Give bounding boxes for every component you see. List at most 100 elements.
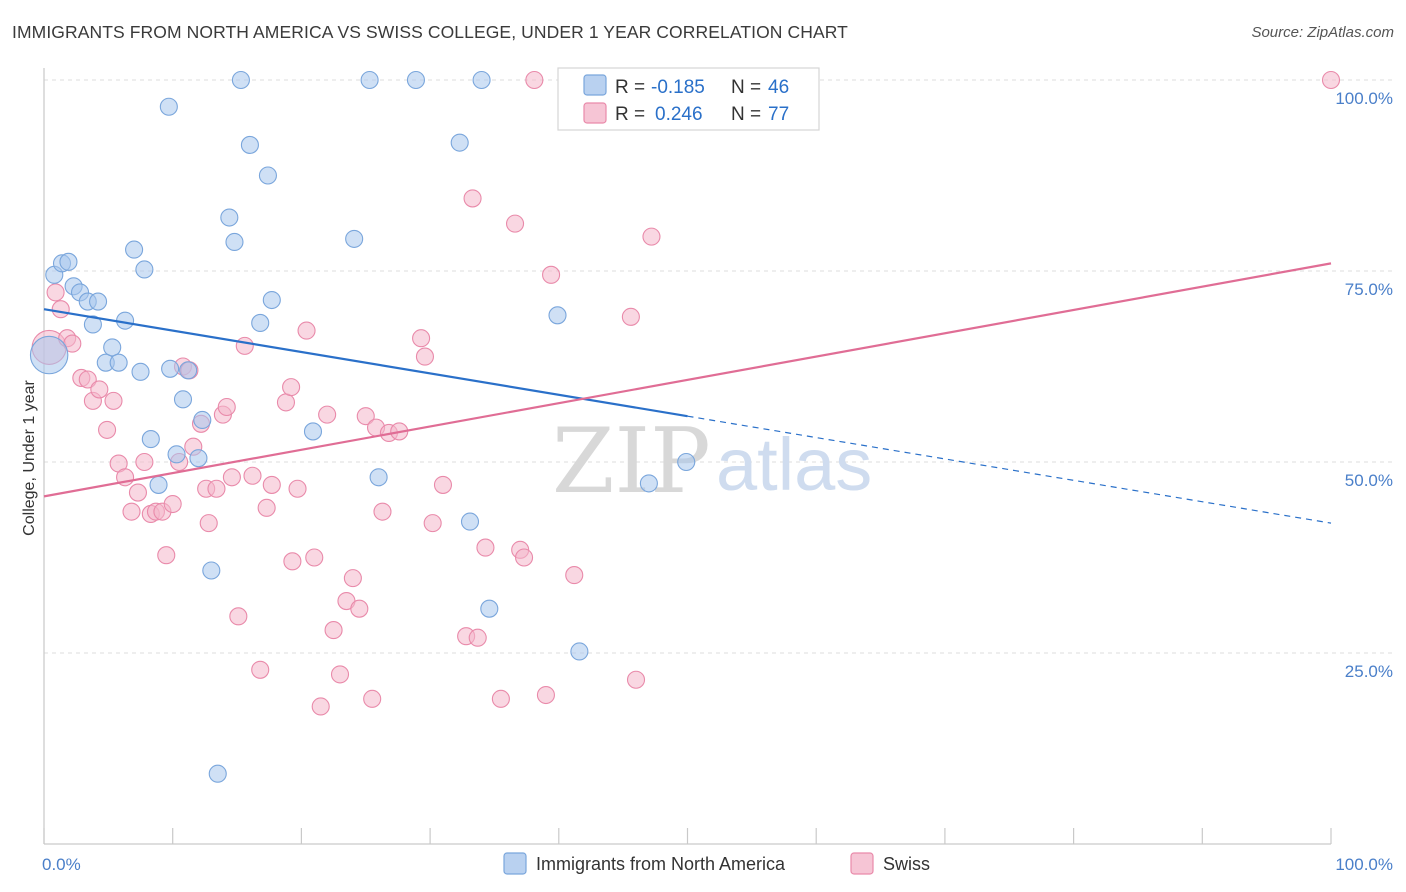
north-america-point bbox=[131, 362, 150, 381]
swiss-point bbox=[330, 665, 350, 684]
north-america-point bbox=[548, 306, 567, 325]
series-legend-label-swiss: Swiss bbox=[883, 854, 930, 874]
y-tick-label: 75.0% bbox=[1345, 280, 1393, 299]
swiss-point bbox=[373, 502, 392, 521]
north-america-point bbox=[135, 260, 154, 279]
x-tick-labels: 0.0% 100.0% bbox=[42, 855, 1393, 874]
swiss-point bbox=[350, 599, 369, 618]
north-america-point bbox=[103, 338, 122, 357]
swiss-point bbox=[297, 321, 316, 340]
swiss-point bbox=[1321, 70, 1341, 90]
north-america-point bbox=[202, 561, 221, 580]
swiss-point bbox=[78, 370, 97, 389]
north-america-point bbox=[258, 166, 277, 185]
north-america-point bbox=[29, 335, 69, 375]
x-tick-label: 0.0% bbox=[42, 855, 81, 874]
north-america-point bbox=[179, 361, 198, 380]
north-america-point bbox=[193, 410, 212, 430]
swiss-point bbox=[199, 514, 218, 533]
north-america-point bbox=[141, 430, 160, 449]
y-tick-label: 100.0% bbox=[1335, 89, 1393, 108]
trend-line bbox=[43, 308, 688, 418]
swiss-point bbox=[476, 538, 495, 557]
swiss-point bbox=[157, 546, 176, 565]
series-legend-swatch-swiss bbox=[850, 852, 874, 875]
swiss-points bbox=[31, 70, 1341, 716]
swiss-point bbox=[463, 189, 482, 208]
swiss-point bbox=[217, 397, 236, 417]
swiss-point bbox=[642, 227, 661, 246]
north-america-point bbox=[59, 252, 78, 271]
swiss-point bbox=[491, 689, 510, 708]
swiss-point bbox=[433, 475, 453, 494]
swiss-point bbox=[305, 548, 324, 567]
north-america-point bbox=[125, 240, 144, 259]
north-america-point bbox=[460, 512, 480, 531]
swiss-point bbox=[343, 569, 362, 588]
swiss-point bbox=[311, 697, 330, 716]
swiss-point bbox=[318, 405, 337, 424]
north-america-point bbox=[240, 135, 259, 154]
swiss-point bbox=[505, 214, 525, 233]
legend-swatch-swiss bbox=[583, 102, 607, 124]
legend-n-label-1: N = bbox=[731, 77, 761, 98]
swiss-point bbox=[525, 70, 544, 90]
north-america-point bbox=[189, 449, 208, 468]
y-tick-label: 25.0% bbox=[1345, 662, 1393, 681]
north-america-point bbox=[406, 70, 425, 90]
north-america-point bbox=[89, 292, 108, 311]
north-america-point bbox=[231, 70, 250, 90]
swiss-point bbox=[235, 336, 254, 355]
swiss-point bbox=[324, 621, 343, 640]
legend-r-value-2: 0.246 bbox=[655, 104, 703, 125]
north-america-point bbox=[109, 353, 128, 372]
source-label: Source: ZipAtlas.com bbox=[1251, 24, 1394, 41]
swiss-point bbox=[542, 265, 561, 284]
swiss-point bbox=[515, 548, 534, 567]
north-america-point bbox=[220, 208, 239, 227]
legend-r-label-1: R = bbox=[615, 77, 645, 98]
swiss-point bbox=[356, 407, 375, 426]
swiss-point bbox=[98, 420, 117, 439]
legend-n-label-2: N = bbox=[731, 104, 761, 125]
north-america-point bbox=[262, 290, 281, 310]
swiss-point bbox=[276, 393, 296, 412]
swiss-point bbox=[621, 307, 640, 326]
trend-line-extension bbox=[687, 415, 1332, 524]
north-america-point bbox=[83, 315, 102, 334]
swiss-point bbox=[51, 300, 70, 319]
trend-line bbox=[43, 262, 1332, 498]
north-america-point bbox=[360, 70, 379, 90]
x-ticks bbox=[43, 828, 1332, 844]
north-america-point bbox=[472, 70, 491, 90]
swiss-point bbox=[104, 391, 123, 410]
swiss-point bbox=[90, 380, 109, 399]
series-legend-swatch-north-america bbox=[503, 852, 527, 875]
north-america-point bbox=[161, 359, 180, 378]
swiss-point bbox=[468, 628, 487, 647]
series-legend: Immigrants from North America Swiss bbox=[503, 852, 930, 875]
swiss-point bbox=[282, 378, 301, 397]
north-america-point bbox=[570, 642, 589, 661]
swiss-point bbox=[423, 514, 442, 533]
legend-r-label-2: R = bbox=[615, 104, 645, 125]
swiss-point bbox=[135, 452, 154, 472]
north-america-point bbox=[149, 475, 168, 494]
legend-r-value-1: -0.185 bbox=[651, 77, 705, 98]
swiss-point bbox=[46, 283, 65, 302]
swiss-point bbox=[163, 494, 182, 514]
swiss-point bbox=[243, 466, 262, 485]
chart-title: IMMIGRANTS FROM NORTH AMERICA VS SWISS C… bbox=[12, 22, 848, 42]
north-america-point bbox=[303, 422, 323, 441]
north-america-point bbox=[173, 390, 193, 409]
north-america-points bbox=[29, 70, 696, 783]
swiss-point bbox=[536, 685, 555, 705]
swiss-point bbox=[262, 475, 281, 494]
north-america-point bbox=[677, 452, 696, 472]
swiss-point bbox=[122, 502, 141, 521]
legend-n-value-1: 46 bbox=[768, 77, 789, 98]
legend-swatch-north-america bbox=[583, 74, 607, 96]
y-tick-labels: 25.0% 50.0% 75.0% 100.0% bbox=[1335, 89, 1393, 681]
swiss-point bbox=[363, 689, 382, 708]
swiss-point bbox=[257, 498, 276, 517]
